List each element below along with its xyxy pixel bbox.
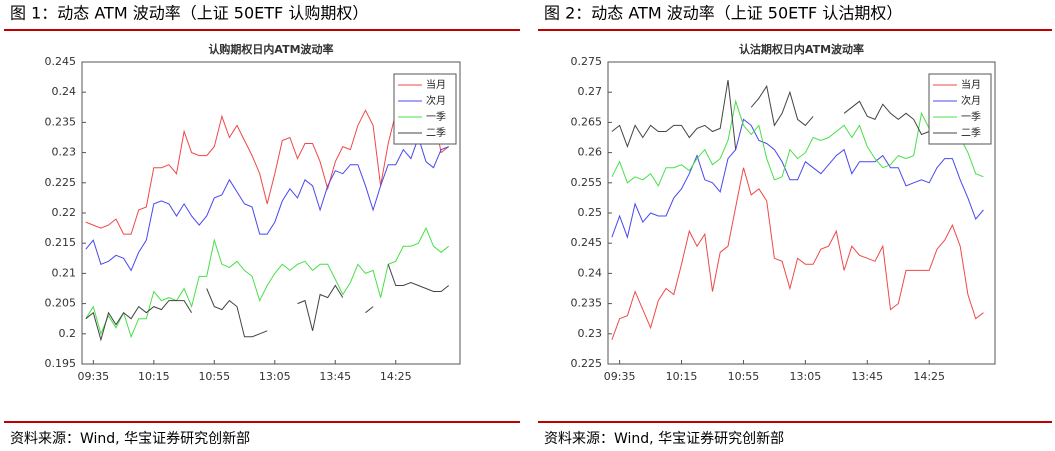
series-line: [611, 99, 984, 187]
x-tick-label: 10:15: [138, 370, 170, 383]
x-tick-label: 10:55: [198, 370, 230, 383]
chart-title: 认沽期权日内ATM波动率: [739, 42, 864, 56]
figure-caption: 图 2：动态 ATM 波动率（上证 50ETF 认沽期权）: [544, 4, 902, 23]
chart-title: 认购期权日内ATM波动率: [208, 42, 333, 56]
legend-label: 次月: [961, 94, 981, 107]
x-tick-label: 13:45: [851, 370, 883, 383]
y-tick-label: 0.25: [578, 206, 603, 219]
y-tick-label: 0.205: [45, 297, 77, 310]
x-tick-label: 14:25: [380, 370, 412, 383]
legend-box: [393, 73, 457, 145]
series-line: [85, 264, 450, 342]
legend-label: 当月: [426, 78, 446, 91]
legend-label: 二季: [961, 127, 981, 139]
legend-label: 当月: [961, 78, 981, 91]
figure-caption: 图 1：动态 ATM 波动率（上证 50ETF 认购期权）: [10, 4, 368, 23]
source-note: 资料来源：Wind, 华宝证券研究创新部: [10, 431, 250, 447]
series-line: [611, 80, 930, 150]
y-tick-label: 0.255: [571, 176, 603, 189]
y-tick-label: 0.195: [45, 357, 77, 370]
x-tick-label: 13:45: [319, 370, 351, 383]
series-line: [85, 109, 450, 235]
source-note: 资料来源：Wind, 华宝证券研究创新部: [544, 431, 784, 447]
series-line: [611, 167, 984, 340]
y-tick-label: 0.245: [571, 236, 603, 249]
y-tick-label: 0.245: [45, 55, 77, 68]
x-tick-label: 13:05: [790, 370, 822, 383]
y-tick-label: 0.265: [571, 115, 603, 128]
x-tick-label: 09:35: [604, 370, 636, 383]
x-tick-label: 14:25: [913, 370, 945, 383]
y-tick-label: 0.24: [578, 266, 603, 279]
y-tick-label: 0.21: [52, 266, 77, 279]
y-tick-label: 0.22: [52, 206, 77, 219]
legend-label: 二季: [426, 127, 446, 139]
chart-panel: 图 2：动态 ATM 波动率（上证 50ETF 认沽期权） 资料来源：Wind, …: [538, 4, 1052, 447]
series-line: [611, 118, 984, 239]
y-tick-label: 0.235: [571, 297, 603, 310]
y-tick-label: 0.26: [578, 146, 603, 159]
y-tick-label: 0.215: [45, 236, 77, 249]
legend-label: 一季: [961, 111, 981, 123]
y-tick-label: 0.275: [571, 55, 603, 68]
x-tick-label: 10:15: [666, 370, 698, 383]
y-tick-label: 0.23: [52, 146, 77, 159]
legend-box: [928, 73, 992, 145]
y-tick-label: 0.24: [52, 85, 77, 98]
y-tick-label: 0.225: [571, 357, 603, 370]
x-tick-label: 13:05: [259, 370, 291, 383]
y-tick-label: 0.225: [45, 176, 77, 189]
y-tick-label: 0.27: [578, 85, 603, 98]
x-tick-label: 10:55: [728, 370, 760, 383]
series-line: [85, 135, 449, 272]
y-tick-label: 0.23: [578, 327, 603, 340]
y-tick-label: 0.2: [59, 327, 77, 340]
chart-panel: 图 1：动态 ATM 波动率（上证 50ETF 认购期权） 资料来源：Wind, …: [4, 4, 520, 447]
y-tick-label: 0.235: [45, 115, 77, 128]
x-tick-label: 09:35: [77, 370, 109, 383]
legend-label: 一季: [426, 111, 446, 123]
legend-label: 次月: [426, 94, 446, 107]
